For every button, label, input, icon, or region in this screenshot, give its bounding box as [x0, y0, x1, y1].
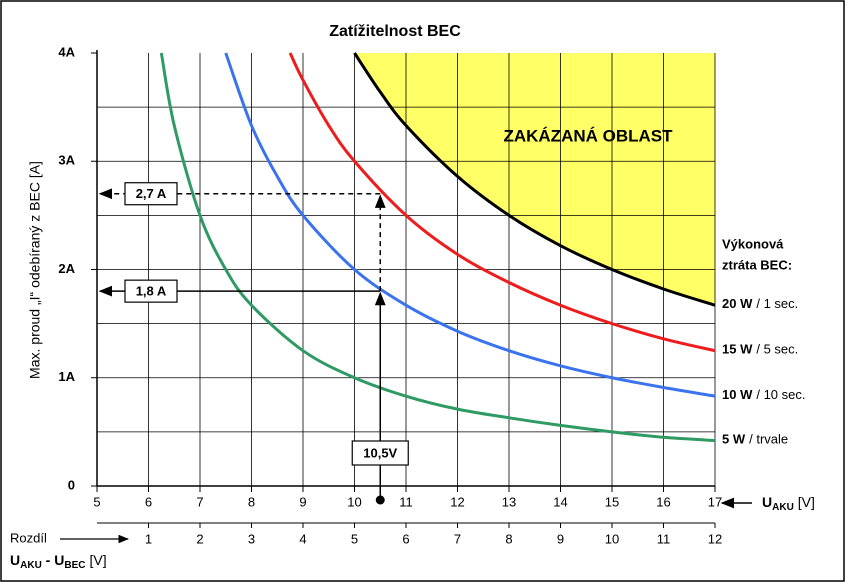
legend-label: 10 W/ 10 sec. [722, 388, 805, 403]
legend-duration: / 1 sec. [756, 297, 798, 312]
curve [288, 52, 716, 353]
x2-tick-label: 8 [505, 531, 512, 546]
x-tick-label: 7 [196, 494, 203, 509]
x2-tick-label: 11 [657, 531, 671, 546]
curve [353, 52, 716, 307]
x-tick-label: 11 [399, 494, 413, 509]
x-tick-label: 8 [248, 494, 255, 509]
x2-axis-label-part: [V] [89, 552, 106, 568]
y-tick-label: 1A [58, 369, 75, 384]
curve [159, 52, 716, 443]
legend-duration: / 5 sec. [756, 342, 798, 357]
chart-title: Zatížitelnost BEC [329, 23, 461, 40]
y-axis-label: Max. proud „I“ odebíraný z BEC [A] [27, 161, 43, 379]
x-tick-label: 12 [450, 494, 464, 509]
marker-label: 1,8 A [136, 284, 167, 299]
y-tick-label: 3A [58, 153, 75, 168]
x2-axis-label: UAKU - UBEC [V] [10, 552, 107, 571]
x2-axis-lead: Rozdíl [10, 530, 47, 545]
marker-box [124, 279, 178, 303]
x2-axis-label-part: U [10, 552, 20, 568]
x2-tick-label: 9 [557, 531, 564, 546]
legend-title: ztráta BEC: [722, 257, 792, 272]
x2-tick-label: 10 [605, 531, 619, 546]
x2-tick-label: 2 [196, 531, 203, 546]
x-axis-label-part: U [762, 494, 772, 510]
x-tick-label: 13 [502, 494, 516, 509]
x-tick-label: 17 [708, 494, 722, 509]
y-tick-label: 2A [58, 261, 75, 276]
legend-label: 5 W / trvale [722, 432, 788, 447]
x-tick-label: 16 [656, 494, 670, 509]
legend-duration: / 10 sec. [756, 388, 805, 403]
x-axis-label: UAKU [V] [762, 494, 815, 513]
x-tick-label: 14 [553, 494, 567, 509]
x2-tick-label: 3 [248, 531, 255, 546]
x-axis-label-part: [V] [798, 494, 815, 510]
legend-duration: / trvale [749, 432, 788, 447]
legend-name: 15 W [722, 342, 753, 357]
marker-box [124, 182, 178, 206]
x-tick-label: 5 [93, 494, 100, 509]
legend-label: 15 W/ 5 sec. [722, 342, 798, 357]
legend-name: 20 W [722, 297, 753, 312]
x-tick-label: 9 [299, 494, 306, 509]
legend-title: Výkonová [722, 236, 784, 251]
x-marker-dot [375, 495, 385, 505]
y-tick-label: 4A [58, 44, 75, 59]
legend-label: 20 W/ 1 sec. [722, 297, 798, 312]
x2-tick-label: 4 [299, 531, 306, 546]
curve [224, 52, 716, 398]
x2-tick-label: 1 [145, 531, 152, 546]
x2-axis-label-part: AKU [20, 560, 42, 571]
x2-tick-label: 5 [351, 531, 358, 546]
x-tick-label: 10 [347, 494, 361, 509]
x-tick-label: 15 [605, 494, 619, 509]
marker-label: 2,7 A [136, 186, 167, 201]
x2-tick-label: 12 [708, 531, 722, 546]
x2-axis-label-part: BEC [64, 560, 85, 571]
x-marker-label: 10,5V [363, 445, 397, 460]
x-axis-label-part: AKU [772, 502, 794, 513]
x-marker-box [351, 440, 409, 466]
y-tick-label: 0 [68, 477, 75, 492]
forbidden-area [354, 53, 715, 306]
x2-tick-label: 7 [454, 531, 461, 546]
forbidden-label: ZAKÁZANÁ OBLAST [503, 126, 673, 145]
legend-name: 10 W [722, 388, 753, 403]
x2-tick-label: 6 [402, 531, 409, 546]
x2-axis-label-part: - U [42, 552, 65, 568]
legend-name: 5 W [722, 432, 746, 447]
x-tick-label: 6 [145, 494, 152, 509]
